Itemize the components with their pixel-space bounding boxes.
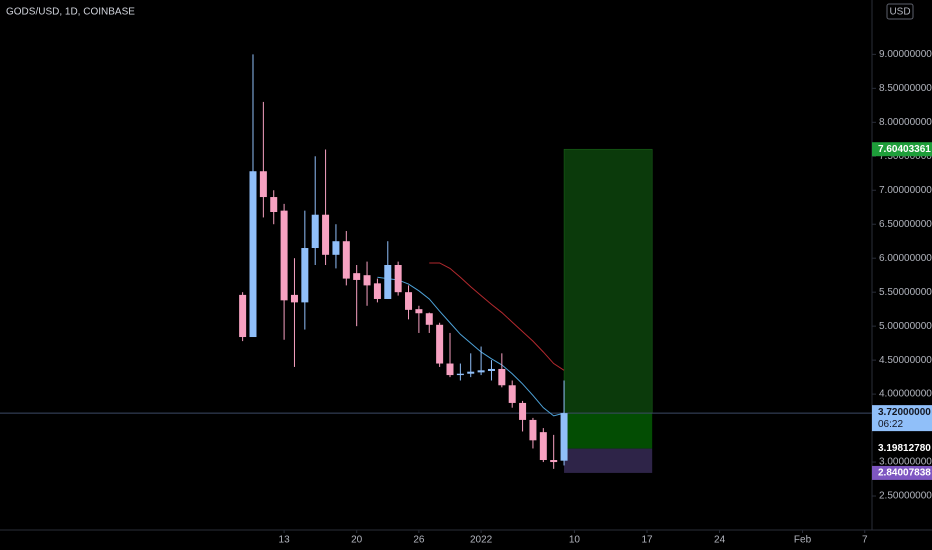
x-tick-label: 13 — [279, 535, 291, 546]
candle-body — [239, 294, 247, 338]
candle-body — [342, 241, 350, 279]
x-tick-label: 2022 — [470, 535, 493, 546]
candle-body — [394, 265, 402, 293]
y-tick-label: 8.00000000 — [879, 117, 932, 128]
mid-label: 3.19812780 — [878, 443, 931, 454]
currency: USD — [889, 7, 910, 18]
candle-body — [508, 385, 516, 403]
candle-body — [322, 214, 330, 255]
target-label: 7.60403361 — [878, 144, 931, 155]
y-tick-label: 6.00000000 — [879, 253, 932, 264]
x-tick-label: 7 — [862, 535, 868, 546]
y-tick-label: 2.50000000 — [879, 491, 932, 502]
candle-body — [415, 309, 423, 314]
candle-body — [290, 294, 298, 303]
candle-body — [301, 248, 309, 303]
candle-body — [405, 292, 413, 310]
candle-body — [519, 402, 527, 420]
candle-body — [560, 413, 568, 461]
candle-body — [249, 171, 257, 338]
x-tick-label: 17 — [641, 535, 653, 546]
candle-body — [363, 275, 371, 286]
candle-body — [373, 283, 381, 299]
candle-body — [456, 373, 464, 376]
candle-body — [467, 371, 475, 374]
y-tick-label: 5.00000000 — [879, 321, 932, 332]
countdown: 06:22 — [878, 419, 903, 430]
entry-label: 3.72000000 — [878, 407, 931, 418]
y-tick-label: 9.00000000 — [879, 49, 932, 60]
x-tick-label: 24 — [714, 535, 726, 546]
stop-zone — [564, 448, 653, 473]
y-tick-label: 7.50000000 — [879, 151, 932, 162]
y-tick-label: 4.50000000 — [879, 355, 932, 366]
candle-body — [311, 214, 319, 249]
chart-title: GODS/USD, 1D, COINBASE — [6, 7, 135, 18]
candle-body — [539, 432, 547, 461]
y-tick-label: 8.50000000 — [879, 83, 932, 94]
x-tick-label: 26 — [413, 535, 425, 546]
candle-body — [280, 210, 288, 301]
candle-body — [498, 368, 506, 386]
moving-average — [377, 276, 565, 417]
y-tick-label: 3.00000000 — [879, 457, 932, 468]
stop-label-bg — [872, 465, 932, 480]
candle-body — [436, 324, 444, 364]
moving-average — [429, 262, 565, 371]
y-tick-label: 7.00000000 — [879, 185, 932, 196]
target-zone — [563, 148, 653, 414]
y-tick-label: 6.50000000 — [879, 219, 932, 230]
candle-body — [332, 241, 340, 255]
candle-body — [446, 363, 454, 376]
x-tick-label: 20 — [351, 535, 363, 546]
target-label-bg — [872, 142, 932, 157]
x-tick-label: Feb — [794, 535, 812, 546]
currency-badge[interactable] — [886, 3, 914, 20]
y-tick-label: 5.50000000 — [879, 287, 932, 298]
candle-body — [477, 370, 485, 373]
entry-label-bg — [872, 405, 932, 432]
candle-body — [384, 265, 392, 299]
candle-body — [550, 460, 558, 463]
candle-body — [425, 313, 433, 325]
candle-body — [259, 171, 267, 198]
candle-body — [270, 197, 278, 212]
candle-body — [353, 273, 361, 280]
stop-label: 2.84007838 — [878, 468, 931, 479]
candle-body — [487, 368, 495, 371]
candle-body — [529, 419, 537, 441]
profit-band — [564, 413, 653, 449]
y-tick-label: 4.00000000 — [879, 389, 932, 400]
x-tick-label: 10 — [569, 535, 581, 546]
